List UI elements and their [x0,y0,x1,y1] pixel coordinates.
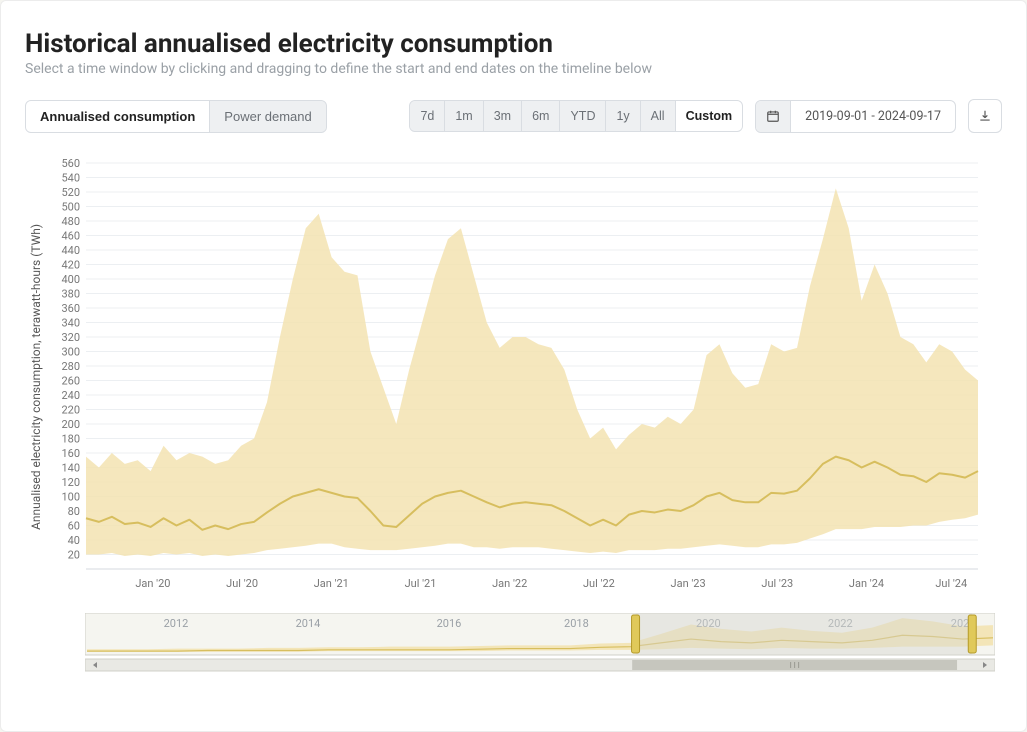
metric-tab-annualised-consumption[interactable]: Annualised consumption [26,101,209,132]
svg-text:140: 140 [61,462,80,475]
brush-tick: 2016 [437,617,462,630]
chart-card: Historical annualised electricity consum… [0,0,1027,732]
page-subtitle: Select a time window by clicking and dra… [25,61,1002,77]
svg-text:Jan '20: Jan '20 [135,577,170,590]
download-button[interactable] [968,99,1002,133]
range-tab-6m[interactable]: 6m [521,101,559,131]
date-range-text: 2019-09-01 - 2024-09-17 [791,101,955,132]
timeline-brush-row: 2012201420162018202020222024 [85,613,998,679]
svg-text:Jan '23: Jan '23 [671,577,706,590]
timeline-brush[interactable]: 2012201420162018202020222024 [85,613,995,675]
svg-text:Jul '22: Jul '22 [583,577,615,590]
range-tab-1y[interactable]: 1y [605,101,639,131]
brush-handle-right[interactable] [968,615,976,653]
svg-text:Jan '21: Jan '21 [314,577,349,590]
svg-text:20: 20 [68,549,80,562]
svg-text:380: 380 [61,288,80,301]
toolbar: Annualised consumptionPower demand 7d1m3… [25,99,1002,133]
svg-text:260: 260 [61,375,80,388]
svg-text:180: 180 [61,433,80,446]
svg-text:240: 240 [61,389,80,402]
chart-area: Annualised electricity consumption, tera… [25,157,1002,597]
range-tab-custom[interactable]: Custom [675,101,743,131]
range-tab-ytd[interactable]: YTD [559,101,605,131]
date-range-group: 2019-09-01 - 2024-09-17 [755,100,956,133]
svg-text:460: 460 [61,230,80,243]
svg-text:Jan '22: Jan '22 [492,577,527,590]
svg-text:500: 500 [61,201,80,214]
metric-tab-group: Annualised consumptionPower demand [25,100,327,133]
calendar-button[interactable] [756,101,791,132]
brush-selection[interactable] [636,613,973,655]
metric-tab-power-demand[interactable]: Power demand [209,101,325,132]
svg-text:520: 520 [61,186,80,199]
svg-text:60: 60 [68,520,80,533]
svg-text:280: 280 [61,360,80,373]
calendar-icon [766,109,780,123]
download-icon [978,109,992,123]
svg-text:Jul '23: Jul '23 [761,577,793,590]
page-title: Historical annualised electricity consum… [25,29,1002,59]
svg-text:Jul '21: Jul '21 [405,577,437,590]
svg-text:420: 420 [61,259,80,272]
svg-text:360: 360 [61,302,80,315]
range-tab-all[interactable]: All [640,101,675,131]
range-tab-3m[interactable]: 3m [483,101,521,131]
svg-text:100: 100 [61,491,80,504]
svg-text:Jul '20: Jul '20 [226,577,258,590]
range-tab-7d[interactable]: 7d [410,101,444,131]
range-tab-1m[interactable]: 1m [444,101,482,131]
svg-text:200: 200 [61,418,80,431]
svg-text:Jan '24: Jan '24 [849,577,884,590]
brush-tick: 2014 [296,617,321,630]
svg-text:320: 320 [61,331,80,344]
svg-text:80: 80 [68,505,80,518]
main-chart[interactable]: 20 4060 80100 120140 160180 200220 240260 28030… [44,157,984,597]
brush-handle-left[interactable] [632,615,640,653]
svg-text:Jul '24: Jul '24 [935,577,967,590]
svg-text:40: 40 [68,534,80,547]
brush-tick: 2018 [564,617,589,630]
svg-text:480: 480 [61,215,80,228]
svg-text:300: 300 [61,346,80,359]
fan-band [86,188,978,556]
brush-tick: 2012 [164,617,189,630]
svg-text:340: 340 [61,317,80,330]
svg-text:540: 540 [61,172,80,185]
svg-text:440: 440 [61,244,80,257]
range-tab-group: 7d1m3m6mYTD1yAllCustom [409,100,743,132]
svg-text:220: 220 [61,404,80,417]
svg-text:400: 400 [61,273,80,286]
svg-text:160: 160 [61,447,80,460]
y-axis-title: Annualised electricity consumption, tera… [25,224,44,530]
svg-text:120: 120 [61,476,80,489]
svg-text:560: 560 [61,157,80,170]
